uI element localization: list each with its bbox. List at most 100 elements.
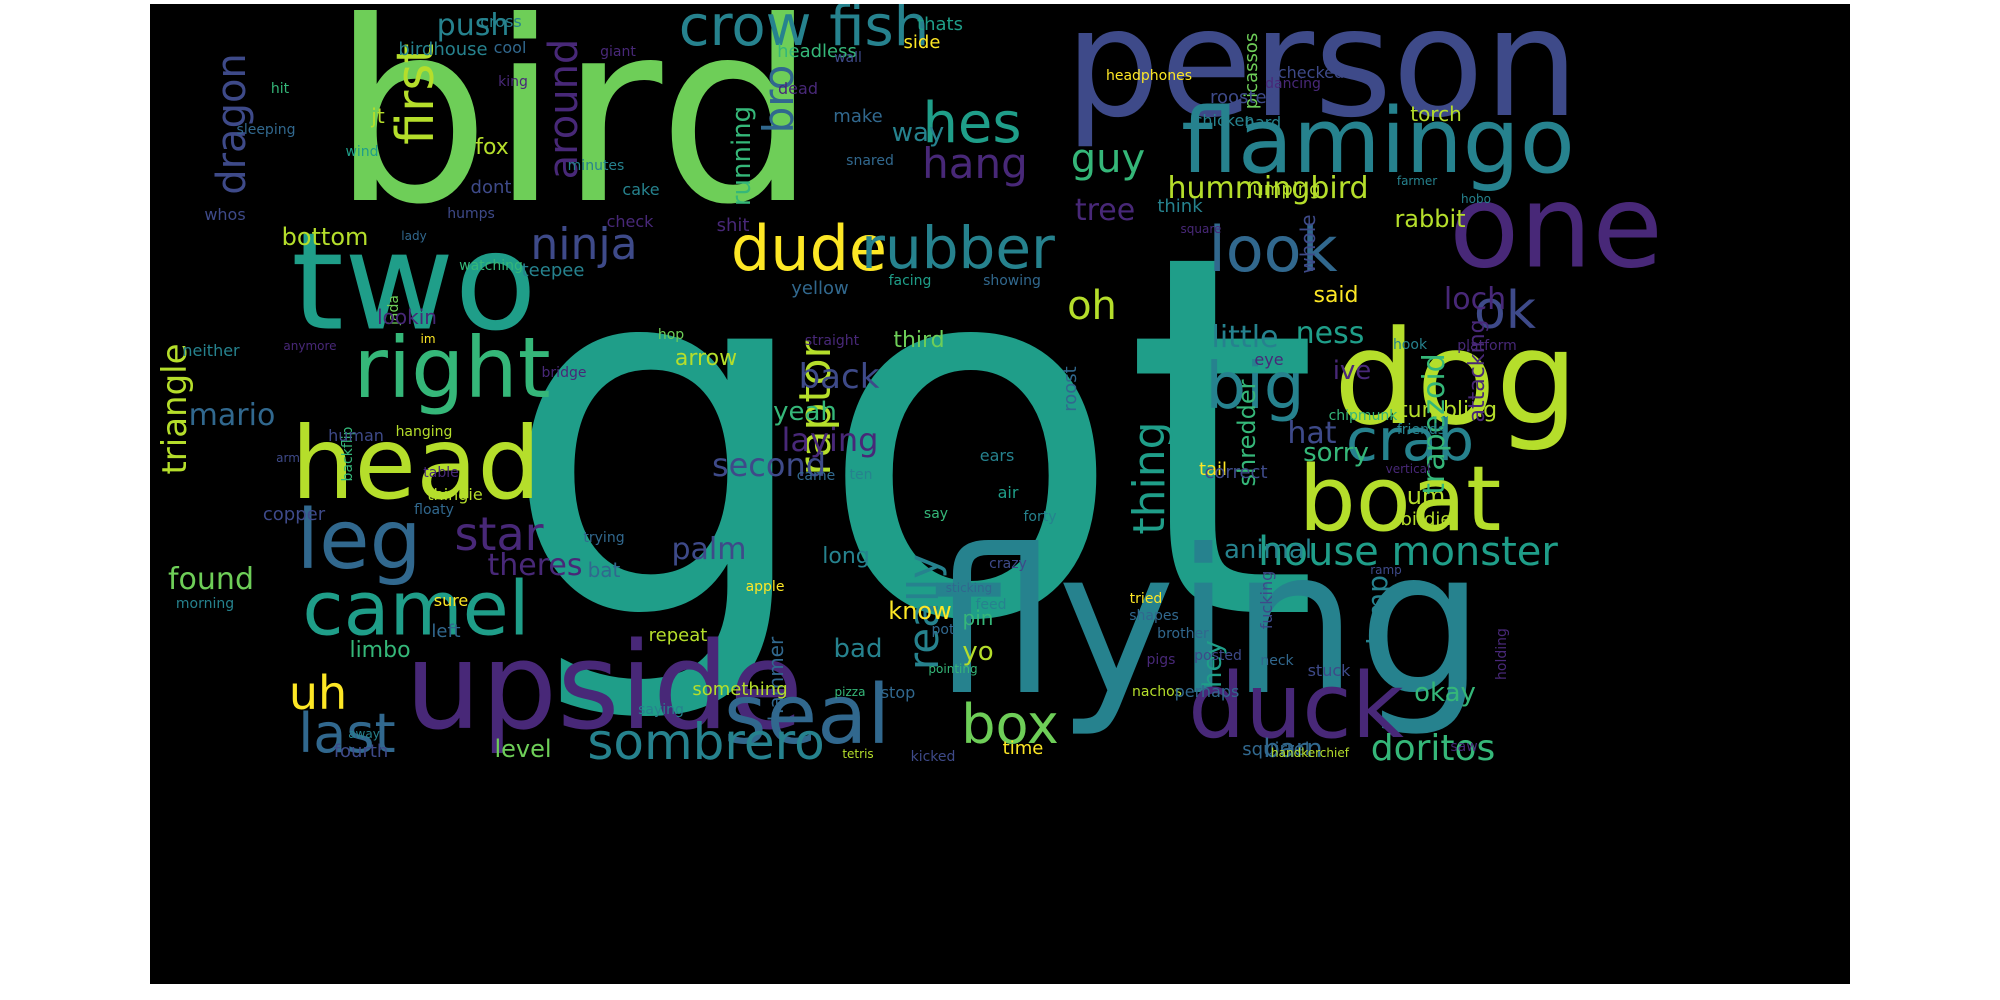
word-ears: ears [979,446,1015,465]
word-ninja: ninja [530,219,638,270]
word-birdhouse: birdhouse [398,39,488,60]
word-facing: facing [888,273,932,289]
word-roost: roost [1060,366,1081,412]
word-table: table [423,465,459,481]
word-lamp: lamp [1361,575,1394,645]
word-lady: lady [401,229,427,243]
word-look: look [1208,213,1338,286]
word-jumping: jumping [1247,179,1321,200]
word-minutes: minutes [567,158,625,174]
word-giant: giant [600,44,636,60]
word-nachos: nachos [1132,684,1182,700]
word-snared: snared [846,153,894,169]
word-sure: sure [433,591,469,610]
word-side: side [903,32,941,53]
word-saying: saying [638,702,684,718]
word-headless: headless [777,41,857,62]
word-tumbling: tumbling [1398,398,1498,423]
word-pin: pin [962,606,994,630]
word-thats: thats [917,14,963,35]
word-ness: ness [1295,316,1365,351]
word-hit: hit [270,81,290,97]
word-shapes: shapes [1129,608,1179,624]
word-fourth: fourth [333,741,389,762]
word-hummingbird: hummingbird [1167,171,1369,206]
word-flying: flying [931,507,1485,740]
word-bridge: bridge [541,365,587,381]
word-uh: uh [288,666,348,720]
word-farmer: farmer [1396,174,1438,188]
word-holding: holding [1494,628,1510,680]
word-triangle: triangle [155,343,195,475]
word-left: left [431,621,461,642]
word-air: air [997,483,1019,502]
word-tree: tree [1074,193,1136,228]
word-one: one [1449,160,1663,295]
word-fucking: fucking [1257,570,1276,630]
word-correct: correct [1204,462,1268,483]
word-bad: bad [833,634,883,664]
word-ok: ok [1474,281,1536,341]
word-oh: oh [1067,283,1117,329]
word-leg: leg [296,493,422,588]
word-palm: palm [671,532,747,567]
word-straight: straight [804,333,860,349]
word-big: big [1205,350,1305,424]
word-hanging: hanging [395,424,453,440]
word-teepee: teepee [521,260,585,281]
word-friends: friends [1396,422,1446,438]
word-running: running [727,105,757,207]
word-rabbit: rabbit [1394,205,1466,233]
word-stop: stop [880,683,916,702]
word-hop: hop [657,327,685,343]
word-dead: dead [778,79,818,98]
word-dancing: dancing [1265,76,1321,92]
word-found: found [168,562,254,597]
word-said: said [1313,283,1359,308]
word-tail: tail [1198,459,1228,480]
word-chicken: chicken [1193,111,1255,130]
word-flamingo: flamingo [1181,89,1575,194]
word-thing: thing [1124,421,1175,535]
word-laying: laying [781,421,879,459]
word-limbo: limbo [349,638,411,663]
word-brother: brother [1157,626,1209,642]
word-make: make [833,106,883,127]
word-long: long [822,544,870,569]
word-whole: whole [1296,214,1320,274]
word-sleeping: sleeping [236,122,296,138]
word-tetris: tetris [842,747,874,761]
word-bird: bird [331,4,817,259]
word-torch: torch [1410,102,1462,126]
word-cross: cross [480,12,522,31]
word-watching: watching [459,258,523,274]
word-yo: yo [962,637,994,667]
word-pizza: pizza [834,685,866,699]
word-level: level [494,735,552,763]
word-thingie: thingie [427,485,483,504]
word-boat: boat [1298,447,1502,552]
word-last: last [298,702,396,765]
word-way: way [891,118,945,148]
word-mario: mario [188,398,276,433]
word-whos: whos [204,205,246,224]
word-time: time [1002,738,1044,759]
word-star: star [454,507,544,561]
word-apple: apple [745,579,785,595]
word-perhaps: perhaps [1174,682,1240,701]
word-house-monster: house monster [1258,529,1558,575]
word-tried: tried [1129,591,1163,607]
word-posted: posted [1194,648,1242,664]
word-pot: pot [931,622,955,638]
word-platform: platform [1457,338,1517,354]
word-back: back [798,357,880,397]
word-got: got [500,148,1320,730]
word-hook: hook [1392,337,1428,353]
word-crab: crab [1345,406,1475,474]
word-stuck: stuck [1307,661,1351,680]
word-pigs: pigs [1146,652,1176,668]
word-headphones: headphones [1105,68,1193,84]
word-pointing: pointing [928,662,978,676]
word-third: third [893,328,945,353]
word-chipmunk: chipmunk [1328,408,1398,424]
